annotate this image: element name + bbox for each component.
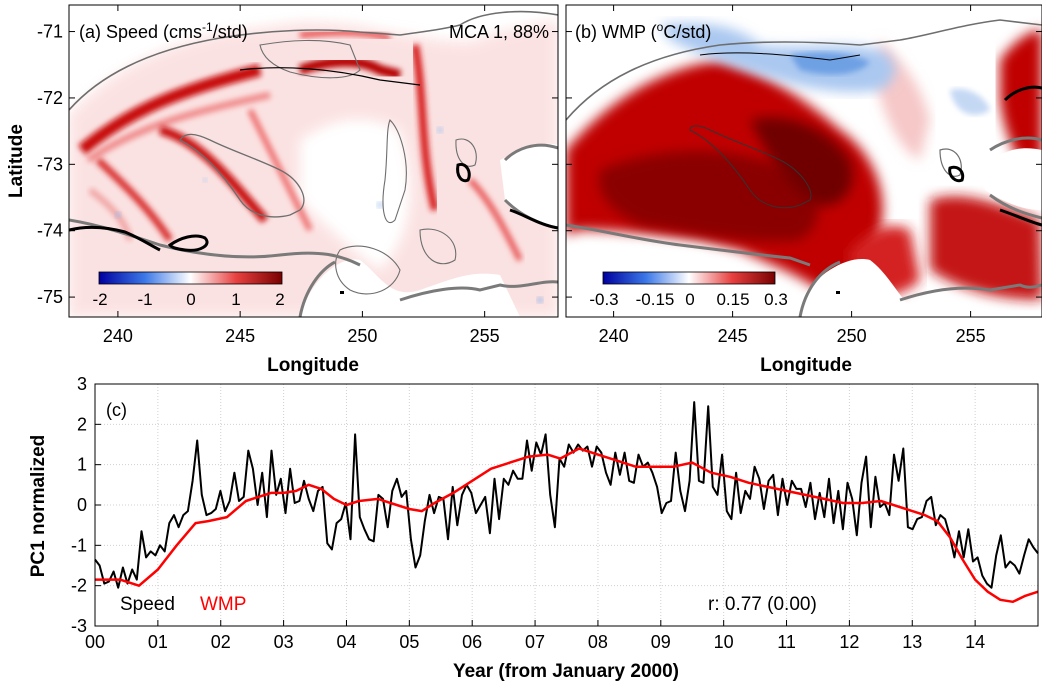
map-x-tick-label: 255 [956,326,986,346]
map-y-tick-label: -72 [37,88,63,108]
y-tick-label: 1 [77,455,87,475]
map-x-tick-label: 240 [103,326,133,346]
colorbar-b-tick: -0.3 [589,290,618,309]
chart-frame [94,383,1039,627]
x-tick-label: 04 [336,632,356,652]
legend-speed: Speed [120,594,175,615]
map-y-tick-label: -74 [37,221,63,241]
map-x-tick-label: 255 [470,326,500,346]
correlation-annotation: r: 0.77 (0.00) [708,594,817,615]
colorbar-b-tick: 0 [685,290,694,309]
y-tick-label: -1 [71,535,87,555]
colorbar-a-tick: -1 [137,290,152,309]
latitude-axis-label: Latitude [6,124,27,198]
colorbar-b-gradient [602,271,776,285]
colorbar-a-tick: 2 [275,290,284,309]
y-tick-label: -2 [71,576,87,596]
y-tick-label: 3 [77,374,87,394]
colorbar-b-tick: -0.15 [636,290,675,309]
map-y-tick-label: -75 [37,287,63,307]
map-x-tick-label: 250 [837,326,867,346]
x-tick-label: 10 [714,632,734,652]
panel-a-label: (a) Speed (cms-1/std) [79,20,248,42]
map-axes: Latitude Longitude Longitude 240 245 250 25… [6,5,1042,376]
x-tick-label: 08 [588,632,608,652]
colorbar-a: -2 -1 0 1 2 [92,271,285,309]
colorbar-a-tick: -2 [92,290,107,309]
colorbar-a-gradient [98,271,283,285]
colorbar-a-tick: 1 [231,290,240,309]
x-tick-label: 00 [85,632,105,652]
map-x-tick-label: 250 [347,326,377,346]
y-tick-label: -3 [71,616,87,636]
x-tick-label: 14 [965,632,985,652]
speed-field-a [69,5,558,317]
legend-wmp: WMP [200,594,246,615]
chart-series [94,401,1039,604]
chart-x-axis-label: Year (from January 2000) [453,661,679,682]
x-tick-label: 12 [839,632,859,652]
wmp-field-b [566,5,1042,317]
map-frame-b [565,4,1042,318]
map-x-tick-label: 245 [225,326,255,346]
map-y-tick-label: -73 [37,154,63,174]
map-y-tick-label: -71 [37,22,63,42]
y-tick-label: 0 [77,495,87,515]
timeseries-chart: 00 01 02 03 04 05 06 07 08 09 10 11 12 13 143210-1-2-3… [28,374,1039,682]
mca-annotation: MCA 1, 88% [449,22,549,42]
map-panel-b: (b) WMP (oC/std) -0.3 -0.15 0 0.15 0.3 [565,4,1042,318]
x-tick-label: 01 [148,632,168,652]
map-x-tick-label: 245 [718,326,748,346]
map-frame-a [68,4,559,318]
longitude-axis-label-a: Longitude [267,355,359,376]
panel-c-label: (c) [106,400,127,420]
x-tick-label: 07 [525,632,545,652]
colorbar-b-tick: 0.15 [716,290,749,309]
panel-b-label: (b) WMP (oC/std) [575,20,711,42]
x-tick-label: 02 [211,632,231,652]
chart-y-axis-label: PC1 normalized [28,435,49,578]
x-tick-label: 05 [399,632,419,652]
x-tick-label: 13 [902,632,922,652]
x-tick-label: 11 [777,632,796,652]
longitude-axis-label-b: Longitude [760,355,852,376]
map-panel-a: (a) Speed (cms-1/std) MCA 1, 88% -2 -1 0… [68,4,559,318]
x-tick-label: 06 [462,632,482,652]
wmp-series-line [95,447,1039,604]
colorbar-b-tick: 0.3 [764,290,788,309]
map-x-tick-label: 240 [599,326,629,346]
colorbar-b: -0.3 -0.15 0 0.15 0.3 [589,271,788,309]
x-tick-label: 09 [651,632,671,652]
y-tick-label: 2 [77,414,87,434]
colorbar-a-tick: 0 [186,290,195,309]
x-tick-label: 03 [274,632,294,652]
speed-series-line [94,401,1039,589]
